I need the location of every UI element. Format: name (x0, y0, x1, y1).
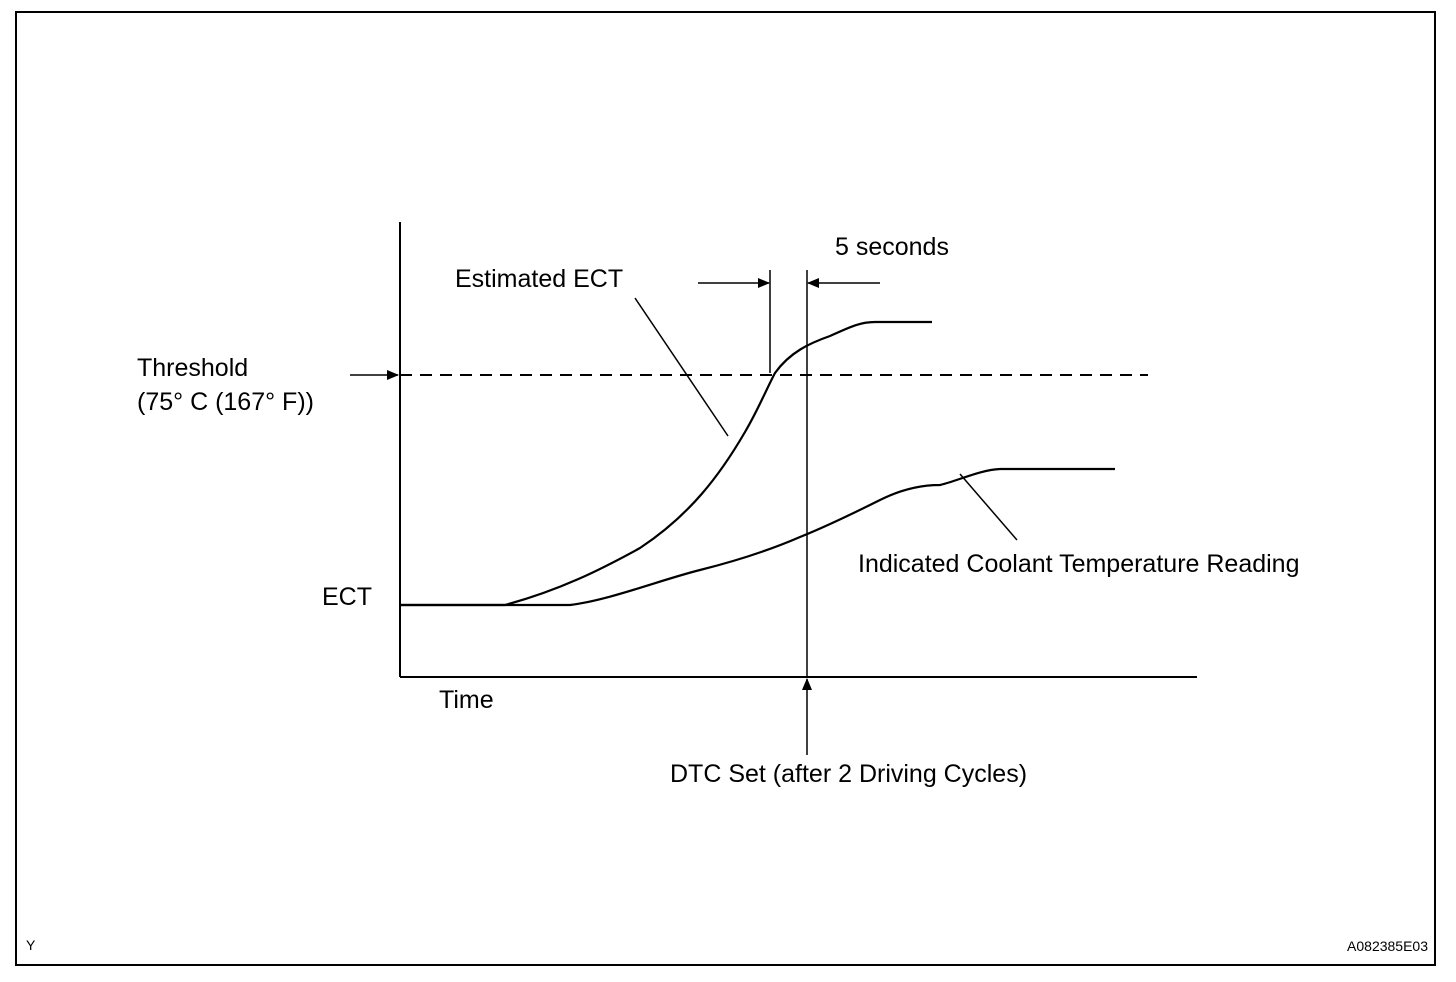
threshold-label: Threshold (137, 354, 248, 382)
figure-code: A082385E03 (1347, 938, 1428, 954)
indicated-reading-label: Indicated Coolant Temperature Reading (858, 550, 1300, 578)
corner-letter: Y (26, 937, 36, 953)
threshold-value-label: (75° C (167° F)) (137, 388, 314, 416)
estimated-ect-label: Estimated ECT (455, 265, 623, 293)
indicated-ect-curve (400, 467, 1115, 607)
five-seconds-label: 5 seconds (835, 233, 949, 261)
estimated-ect-curve (400, 320, 932, 607)
estimated-ect-leader (634, 297, 729, 437)
indicated-reading-leader (959, 473, 1018, 541)
dtc-set-label: DTC Set (after 2 Driving Cycles) (670, 760, 1027, 788)
ect-axis-label: ECT (322, 583, 372, 611)
time-axis-label: Time (439, 686, 494, 714)
figure-frame (15, 11, 1436, 966)
